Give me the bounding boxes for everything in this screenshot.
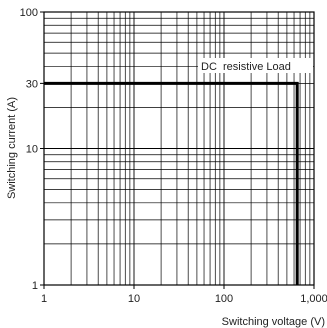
y-tick-label: 1 [32,280,38,292]
grid [44,12,314,285]
x-tick-label: 10 [128,293,140,305]
x-tick-label: 100 [215,293,233,305]
series-line-dc-resistive-load [44,81,299,285]
series-layer [44,81,299,285]
y-tick-label: 30 [26,78,38,90]
x-tick-label: 1 [41,293,47,305]
y-tick-label: 100 [20,7,38,19]
x-axis-label: Switching voltage (V) [222,316,325,328]
tick-labels: 1 10 100 1,000 1 10 30 100 [20,7,327,305]
x-tick-label: 1,000 [300,293,327,305]
y-axis-label: Switching current (A) [6,97,18,199]
annotation-background [198,58,313,73]
y-tick-label: 10 [26,144,38,156]
annotation-label: DC resistive Load [201,61,291,73]
